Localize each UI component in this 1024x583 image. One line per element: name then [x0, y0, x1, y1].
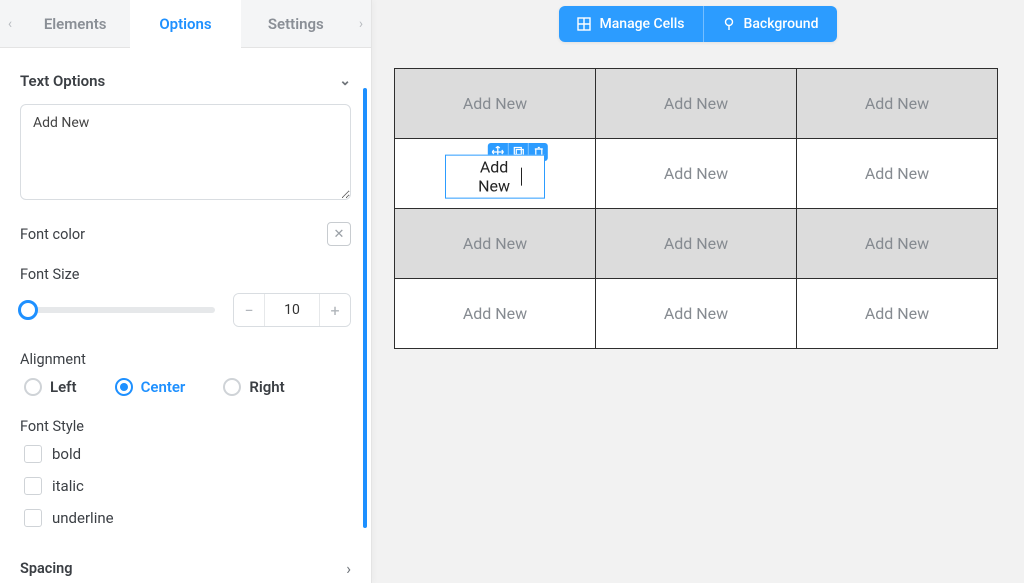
grid-cell[interactable]: Add New: [395, 139, 596, 209]
canvas-toolbar: Manage Cells Background: [372, 0, 1024, 42]
cell-placeholder: Add New: [664, 94, 728, 113]
cell-placeholder: Add New: [865, 304, 929, 323]
section-title: Text Options: [20, 72, 105, 90]
checkbox-icon: [24, 477, 42, 495]
tabs-prev-icon[interactable]: ‹: [0, 16, 20, 32]
radio-icon: [115, 378, 133, 396]
alignment-group: Left Center Right: [20, 378, 351, 396]
italic-checkbox[interactable]: italic: [24, 477, 351, 495]
scroll-indicator[interactable]: [363, 88, 367, 528]
align-left-label: Left: [50, 378, 77, 396]
slider-thumb[interactable]: [18, 300, 38, 320]
font-size-stepper: − +: [233, 293, 351, 327]
align-right-radio[interactable]: Right: [223, 378, 284, 396]
grid-cell[interactable]: Add New: [797, 139, 998, 209]
table-row: Add New Add New Add New: [395, 279, 998, 349]
cell-placeholder: Add New: [463, 94, 527, 113]
cell-placeholder: Add New: [865, 234, 929, 253]
canvas-area: Manage Cells Background Add NewAdd NewAd…: [372, 0, 1024, 583]
font-style-label: Font Style: [20, 418, 351, 435]
paint-icon: [722, 17, 736, 31]
font-color-clear-button[interactable]: ✕: [327, 222, 351, 246]
section-text-options[interactable]: Text Options ⌄: [20, 66, 351, 104]
cell-text-input[interactable]: [20, 104, 351, 200]
table-row: Add New Add New Add New: [395, 209, 998, 279]
spacing-label: Spacing: [20, 560, 72, 577]
grid-cell[interactable]: Add New: [596, 209, 797, 279]
checkbox-icon: [24, 445, 42, 463]
chevron-right-icon: ›: [346, 559, 351, 578]
cell-placeholder: Add New: [664, 164, 728, 183]
radio-icon: [24, 378, 42, 396]
cell-placeholder: Add New: [463, 304, 527, 323]
background-button[interactable]: Background: [703, 6, 837, 42]
font-size-label: Font Size: [20, 266, 351, 283]
manage-cells-button[interactable]: Manage Cells: [559, 6, 702, 42]
grid-cell[interactable]: Add New: [596, 279, 797, 349]
grid-icon: [577, 17, 591, 31]
font-size-slider[interactable]: [20, 307, 215, 313]
checkbox-icon: [24, 509, 42, 527]
tab-options[interactable]: Options: [130, 0, 240, 48]
font-size-input[interactable]: [265, 294, 319, 326]
tab-bar: ‹ Elements Options Settings ›: [0, 0, 371, 48]
bold-checkbox[interactable]: bold: [24, 445, 351, 463]
sidebar-panel: ‹ Elements Options Settings › Text Optio…: [0, 0, 372, 583]
cell-placeholder: Add New: [664, 304, 728, 323]
cells-grid: Add NewAdd NewAdd NewAdd NewAdd NewAdd N…: [394, 68, 998, 349]
grid-cell[interactable]: Add New: [797, 279, 998, 349]
align-left-radio[interactable]: Left: [24, 378, 77, 396]
alignment-label: Alignment: [20, 351, 351, 368]
cell-edit-box[interactable]: Add New: [445, 154, 545, 198]
cell-placeholder: Add New: [865, 94, 929, 113]
grid-cell[interactable]: Add New: [596, 69, 797, 139]
font-style-group: bold italic underline: [20, 445, 351, 527]
grid-cell[interactable]: Add New: [797, 209, 998, 279]
grid-cell[interactable]: Add New: [395, 279, 596, 349]
align-right-label: Right: [249, 378, 284, 396]
bold-label: bold: [52, 445, 81, 463]
italic-label: italic: [52, 477, 84, 495]
align-center-radio[interactable]: Center: [115, 378, 186, 396]
chevron-down-icon: ⌄: [339, 73, 351, 89]
manage-cells-label: Manage Cells: [599, 16, 684, 32]
grid-cell[interactable]: Add New: [797, 69, 998, 139]
underline-checkbox[interactable]: underline: [24, 509, 351, 527]
background-label: Background: [744, 16, 819, 32]
tab-elements[interactable]: Elements: [20, 0, 130, 48]
options-panel: Text Options ⌄ Font color ✕ Font Size −: [0, 48, 371, 583]
underline-label: underline: [52, 509, 114, 527]
font-color-label: Font color: [20, 226, 85, 243]
grid-cell[interactable]: Add New: [596, 139, 797, 209]
stepper-increment[interactable]: +: [320, 294, 350, 326]
tab-settings[interactable]: Settings: [241, 0, 351, 48]
grid-cell[interactable]: Add New: [395, 209, 596, 279]
tabs-next-icon[interactable]: ›: [351, 16, 371, 32]
stepper-decrement[interactable]: −: [234, 294, 264, 326]
cell-placeholder: Add New: [664, 234, 728, 253]
table-row: Add New Add New Add New: [395, 69, 998, 139]
grid-cell[interactable]: Add New: [395, 69, 596, 139]
cell-placeholder: Add New: [865, 164, 929, 183]
table-row: Add New Add New Add New: [395, 139, 998, 209]
section-spacing[interactable]: Spacing ›: [20, 551, 351, 583]
cell-placeholder: Add New: [463, 234, 527, 253]
radio-icon: [223, 378, 241, 396]
align-center-label: Center: [141, 378, 186, 396]
